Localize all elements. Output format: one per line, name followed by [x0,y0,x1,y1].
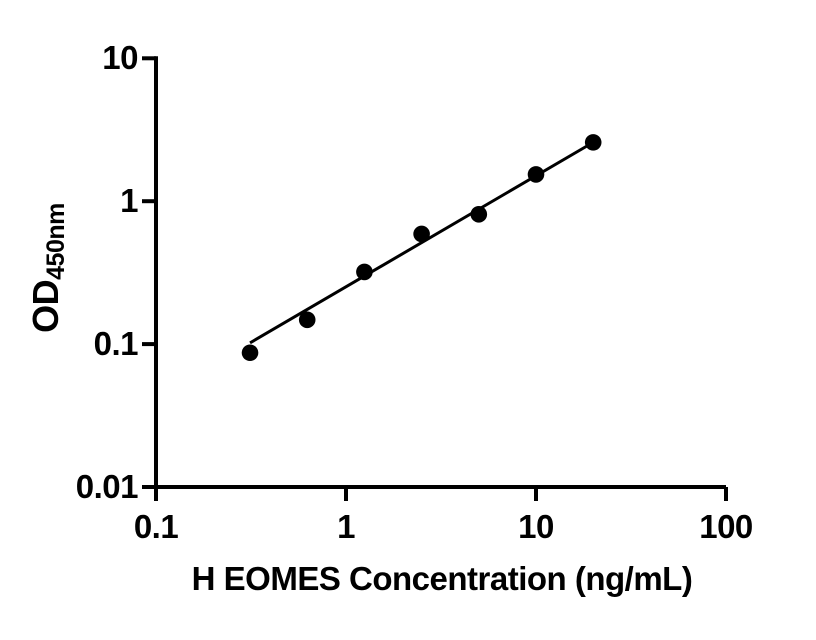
x-tick-label: 10 [518,508,554,545]
y-tick-label: 1 [120,182,138,220]
data-point [298,311,316,329]
data-point [356,263,373,281]
x-axis-title: H EOMES Concentration (ng/mL) [191,560,693,597]
y-tick-label: 0.1 [93,325,139,363]
x-tick-label: 100 [699,508,753,545]
y-tick-label: 0.01 [75,468,139,505]
y-axis-title: OD450nm [25,203,71,333]
data-point [584,134,602,151]
x-tick-label: 1 [337,508,355,545]
data-point [241,344,259,362]
y-axis-title-main: OD [25,279,66,333]
y-tick-label: 10 [102,39,138,77]
axes [154,56,726,489]
data-point [470,205,488,223]
axis-spine [154,56,726,489]
y-axis-title-subscript: 450nm [42,203,70,280]
x-tick-label: 0.1 [133,508,179,545]
data-point [527,166,545,183]
data-point [413,225,430,243]
tick-marks [142,56,728,501]
data-points [241,134,602,362]
